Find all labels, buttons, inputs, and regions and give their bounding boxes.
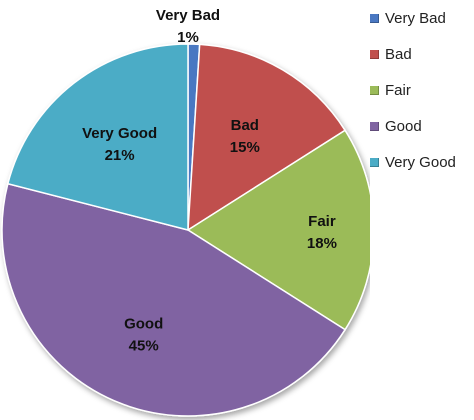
slice-label-fair: Fair bbox=[308, 213, 336, 230]
legend-label: Good bbox=[385, 117, 422, 135]
pie-slice-very-good bbox=[6, 43, 189, 231]
slice-value-bad: 15% bbox=[230, 139, 260, 156]
legend-label: Fair bbox=[385, 81, 411, 99]
legend-item-very-bad: Very Bad bbox=[370, 0, 474, 36]
slice-value-very-good: 21% bbox=[105, 147, 135, 164]
slice-value-very-bad: 1% bbox=[177, 29, 199, 46]
legend: Very Bad Bad Fair Good Very Good bbox=[370, 0, 474, 180]
slice-label-bad: Bad bbox=[231, 117, 259, 134]
slice-label-good: Good bbox=[124, 315, 163, 332]
slice-value-fair: 18% bbox=[307, 235, 337, 252]
legend-swatch bbox=[370, 49, 379, 59]
legend-label: Very Good bbox=[385, 153, 456, 171]
slice-value-good: 45% bbox=[129, 337, 159, 354]
legend-swatch bbox=[370, 157, 379, 167]
legend-item-very-good: Very Good bbox=[370, 144, 474, 180]
legend-label: Very Bad bbox=[385, 9, 446, 27]
slice-label-very-good: Very Good bbox=[82, 125, 157, 142]
pie-slice-bad bbox=[187, 43, 347, 232]
legend-swatch bbox=[370, 121, 379, 131]
legend-item-good: Good bbox=[370, 108, 474, 144]
pie-slice-fair bbox=[186, 129, 370, 331]
pie-chart: Very Bad 1% Bad 15% Fair 18% Good 45% Very Good 2… bbox=[1, 7, 370, 417]
legend-item-bad: Bad bbox=[370, 36, 474, 72]
legend-item-fair: Fair bbox=[370, 72, 474, 108]
legend-swatch bbox=[370, 85, 379, 95]
slice-label-very-bad: Very Bad bbox=[156, 7, 220, 24]
legend-swatch bbox=[370, 13, 379, 23]
legend-label: Bad bbox=[385, 45, 412, 63]
pie-slice-good bbox=[1, 182, 347, 417]
